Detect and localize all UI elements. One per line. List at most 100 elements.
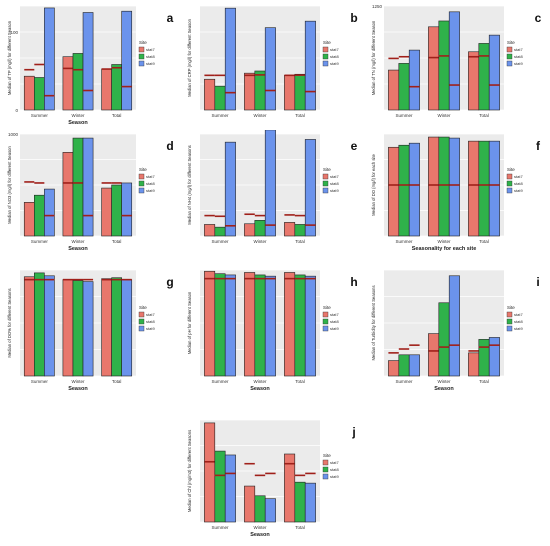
y-axis-label: Median of pH for different Season	[187, 291, 192, 354]
x-tick-label: Summer	[395, 113, 413, 118]
bar-stat8-total	[111, 64, 122, 111]
legend-label-stat9: stat9	[514, 61, 523, 66]
x-tick-label: Winter	[71, 113, 85, 118]
bar-stat8-total	[294, 481, 306, 523]
bar-stat8-winter	[254, 220, 266, 237]
bar-stat8-total	[111, 277, 122, 377]
legend-label-stat9: stat9	[514, 188, 523, 193]
bar-stat7-total	[101, 68, 112, 111]
legend-swatch-stat8	[138, 180, 145, 187]
bar-stat7-winter	[62, 152, 74, 237]
bar-stat8-summer	[34, 194, 45, 237]
bar-stat7-winter	[428, 26, 440, 111]
x-tick-label: Summer	[211, 113, 229, 118]
chart-e: Summer Winter Total Median of NH4 (mg/l) fo…	[187, 130, 358, 244]
y-tick-label: 0	[15, 108, 18, 113]
panel-letter-f: f	[536, 139, 541, 153]
legend-label-stat9: stat9	[146, 326, 155, 331]
legend-label-stat9: stat9	[330, 474, 339, 479]
y-axis-label: Median of Turbidity for different Season…	[371, 285, 376, 360]
legend-label-stat7: stat7	[146, 174, 155, 179]
bar-stat9-summer	[224, 7, 236, 111]
x-tick-label: Summer	[395, 239, 413, 244]
legend-title: Site	[507, 167, 515, 172]
bar-stat7-total	[284, 272, 296, 377]
bar-stat8-summer	[214, 450, 226, 523]
bar-stat9-total	[121, 10, 133, 111]
x-tick-label: Total	[112, 239, 122, 244]
bar-stat8-summer	[214, 85, 226, 111]
legend-swatch-stat8	[506, 53, 513, 60]
bar-stat9-winter	[264, 130, 276, 237]
chart-j: Summer Winter Total Season Median of Chl (mg…	[187, 419, 356, 538]
legend-label-stat8: stat8	[146, 54, 155, 59]
bar-stat7-total	[284, 222, 296, 237]
bar-stat7-winter	[244, 72, 256, 111]
legend-label-stat7: stat7	[330, 174, 339, 179]
bar-stat8-winter	[72, 53, 84, 111]
bar-stat9-summer	[224, 141, 236, 237]
bar-stat9-winter	[82, 281, 94, 377]
legend-swatch-stat9	[138, 325, 145, 332]
bar-stat8-summer	[214, 273, 226, 377]
bar-stat9-summer	[408, 354, 420, 377]
bar-stat7-total	[468, 51, 480, 111]
x-axis-label: Seasonality for each site	[412, 246, 477, 252]
panel-letter-g: g	[166, 275, 173, 289]
bar-stat7-summer	[23, 276, 35, 377]
bar-stat8-winter	[72, 280, 84, 377]
x-tick-label: Summer	[31, 239, 49, 244]
chart-i: Summer Winter Total Season Median of Turbidi…	[371, 269, 540, 392]
chart-d: 1000 Summer Winter Total Season Median of NO3…	[7, 132, 174, 252]
x-tick-label: Winter	[253, 379, 267, 384]
x-tick-label: Winter	[253, 239, 267, 244]
bar-stat8-summer	[398, 144, 410, 237]
x-tick-label: Total	[295, 113, 305, 118]
legend-swatch-stat8	[138, 318, 145, 325]
bar-stat8-winter	[254, 495, 266, 523]
legend-swatch-stat9	[322, 325, 329, 332]
bar-stat8-total	[294, 274, 306, 377]
legend-swatch-stat9	[322, 473, 329, 480]
legend-swatch-stat7	[322, 173, 329, 180]
y-axis-label: Median of NH4 (mg/l) for different Seaso…	[187, 145, 192, 225]
x-axis-label: Season	[68, 120, 88, 126]
panel-letter-c: c	[535, 11, 542, 25]
bar-stat7-winter	[428, 136, 440, 237]
legend-label-stat9: stat9	[514, 326, 523, 331]
y-tick-label: 1000	[8, 132, 19, 137]
bar-stat7-winter	[244, 223, 256, 237]
legend-swatch-stat9	[506, 187, 513, 194]
x-tick-label: Total	[295, 379, 305, 384]
panel-letter-h: h	[350, 275, 357, 289]
bar-stat8-winter	[438, 20, 450, 111]
legend-label-stat8: stat8	[330, 467, 339, 472]
bar-stat9-total	[488, 337, 500, 377]
bar-stat7-summer	[204, 422, 216, 523]
x-axis-label: Season	[68, 246, 88, 252]
legend-label-stat8: stat8	[146, 319, 155, 324]
bar-stat7-summer	[388, 360, 400, 377]
bar-stat7-total	[284, 75, 296, 111]
bar-stat7-winter	[62, 279, 74, 377]
bar-stat8-summer	[34, 272, 45, 377]
panel-letter-d: d	[166, 139, 173, 153]
bar-stat7-summer	[388, 146, 400, 237]
bar-stat8-winter	[438, 302, 450, 377]
bar-stat9-summer	[44, 188, 55, 237]
x-tick-label: Winter	[437, 113, 451, 118]
legend-swatch-stat9	[138, 60, 145, 67]
bar-stat9-winter	[264, 275, 276, 377]
legend-title: Site	[323, 167, 331, 172]
legend-label-stat7: stat7	[514, 47, 523, 52]
bar-stat7-summer	[388, 69, 400, 111]
legend-swatch-stat8	[322, 180, 329, 187]
bar-stat8-total	[294, 73, 306, 111]
bar-stat7-total	[468, 140, 480, 237]
x-tick-label: Total	[295, 525, 305, 530]
bar-stat8-total	[478, 339, 490, 377]
legend-title: Site	[507, 40, 515, 45]
bar-stat9-winter	[82, 12, 94, 111]
legend-label-stat7: stat7	[514, 312, 523, 317]
bar-stat8-total	[294, 224, 306, 237]
